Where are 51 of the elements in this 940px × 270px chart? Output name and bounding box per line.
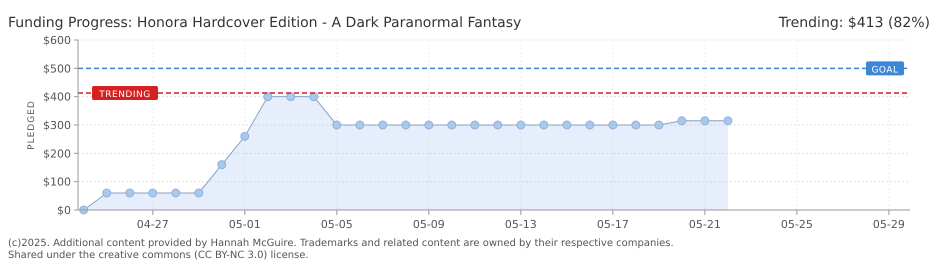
point: [240, 132, 250, 141]
point: [125, 188, 134, 198]
point: [677, 116, 686, 126]
y-tick-label: $0: [57, 204, 71, 217]
chart-subtitle: Trending: $413 (82%): [778, 15, 930, 31]
point: [355, 120, 364, 130]
chart-title: Funding Progress: Honora Hardcover Edition - A Dark Paranormal Fantasy: [8, 15, 522, 31]
point: [470, 120, 480, 130]
y-tick-label: $100: [43, 176, 71, 189]
y-tick-label: $500: [43, 62, 71, 76]
ref-line-label: TRENDING: [98, 90, 151, 100]
ref-line-label: GOAL: [871, 65, 899, 76]
point: [217, 160, 226, 170]
text: (c)2025. Additional content provided by Hannah McGuire. Trademarks and related content are owned by their respective companies.: [8, 238, 674, 249]
point: [723, 116, 732, 126]
point: [516, 120, 526, 130]
point: [654, 120, 664, 130]
point: [171, 188, 180, 198]
point: [102, 188, 112, 198]
point: [263, 92, 272, 102]
point: [631, 120, 640, 130]
x-tick-label: 05-09: [412, 218, 445, 231]
point: [562, 120, 572, 130]
point: [401, 120, 410, 130]
point: [493, 120, 502, 130]
point: [309, 92, 318, 102]
y-tick-label: $600: [43, 34, 71, 47]
point: [585, 120, 594, 130]
point: [378, 120, 388, 130]
x-tick-label: 05-01: [228, 218, 261, 231]
x-tick-label: 05-29: [872, 218, 905, 231]
y-tick-label: $400: [43, 90, 71, 104]
point: [539, 120, 548, 130]
x-tick-label: 05-25: [780, 218, 813, 231]
y-axis-title: PLEDGED: [27, 100, 37, 150]
point: [700, 116, 710, 126]
text: Shared under the creative commons (CC BY-NC 3.0) license.: [8, 250, 309, 261]
point: [424, 120, 434, 130]
x-tick-label: 05-21: [688, 218, 721, 231]
point: [332, 120, 342, 130]
x-tick-label: 05-17: [596, 218, 629, 231]
point: [286, 92, 296, 102]
y-tick-label: $300: [43, 119, 71, 132]
point: [194, 188, 204, 198]
x-tick-label: 05-13: [504, 218, 537, 231]
point: [148, 188, 158, 198]
point: [608, 120, 618, 130]
x-tick-label: 05-05: [320, 218, 353, 231]
y-tick-label: $200: [43, 147, 71, 160]
point: [447, 120, 456, 130]
x-tick-label: 04-27: [136, 218, 169, 231]
